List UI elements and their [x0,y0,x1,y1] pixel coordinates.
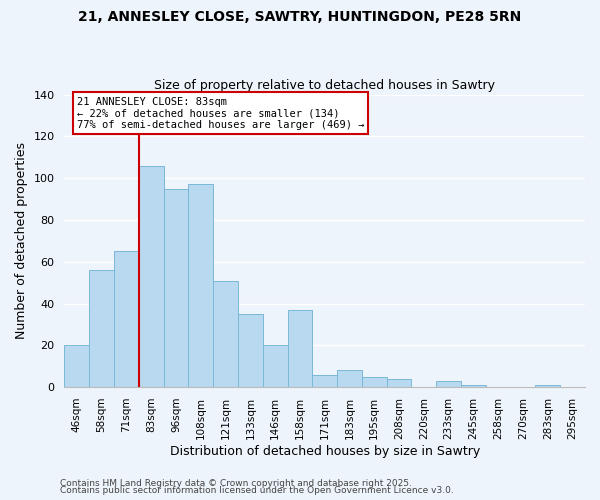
Text: 21 ANNESLEY CLOSE: 83sqm
← 22% of detached houses are smaller (134)
77% of semi-: 21 ANNESLEY CLOSE: 83sqm ← 22% of detach… [77,96,364,130]
Bar [164,188,188,387]
X-axis label: Distribution of detached houses by size in Sawtry: Distribution of detached houses by size … [170,444,480,458]
Bar [213,280,238,387]
Bar [337,370,362,387]
Title: Size of property relative to detached houses in Sawtry: Size of property relative to detached ho… [154,79,495,92]
Bar [114,252,139,387]
Bar [89,270,114,387]
Y-axis label: Number of detached properties: Number of detached properties [15,142,28,340]
Text: 21, ANNESLEY CLOSE, SAWTRY, HUNTINGDON, PE28 5RN: 21, ANNESLEY CLOSE, SAWTRY, HUNTINGDON, … [79,10,521,24]
Bar [238,314,263,387]
Text: Contains HM Land Registry data © Crown copyright and database right 2025.: Contains HM Land Registry data © Crown c… [60,478,412,488]
Bar [188,184,213,387]
Bar [436,381,461,387]
Bar [64,346,89,387]
Bar [386,378,412,387]
Bar [362,376,386,387]
Bar [263,346,287,387]
Bar [461,385,486,387]
Bar [139,166,164,387]
Bar [287,310,313,387]
Text: Contains public sector information licensed under the Open Government Licence v3: Contains public sector information licen… [60,486,454,495]
Bar [313,374,337,387]
Bar [535,385,560,387]
